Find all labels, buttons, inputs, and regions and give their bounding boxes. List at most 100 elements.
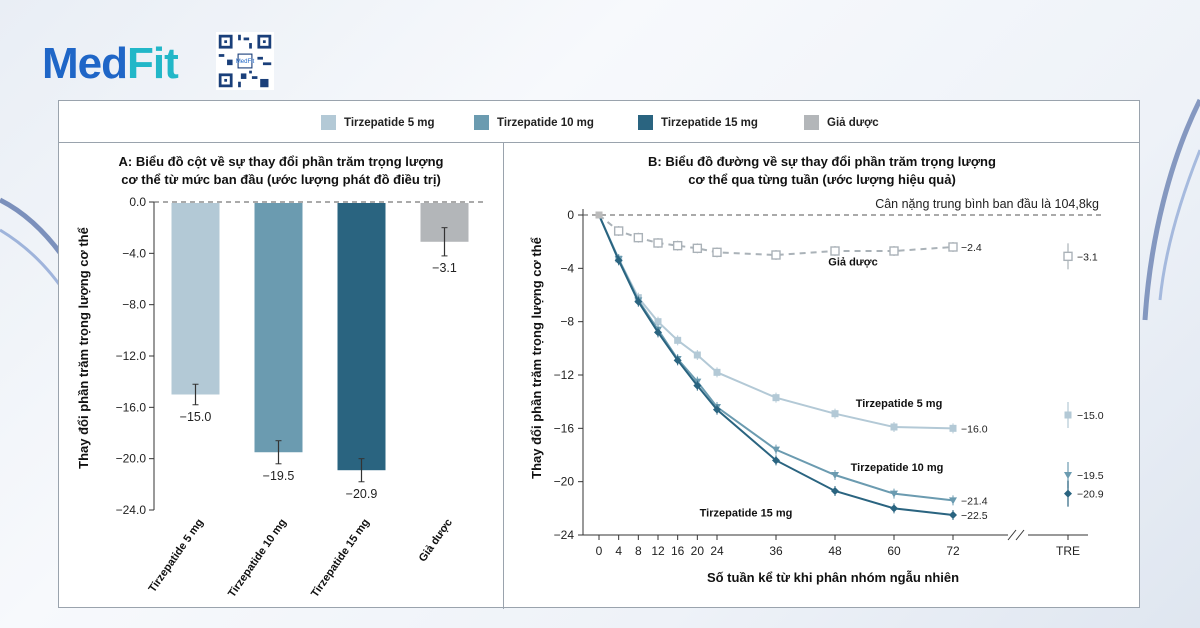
bar-value-label: −19.5: [263, 469, 295, 483]
series-name-label: Tirzepatide 10 mg: [851, 462, 944, 474]
legend-item-t10: Tirzepatide 10 mg: [474, 115, 594, 130]
axis-break-mark: [1015, 529, 1025, 541]
line-chart-xtick-label: 16: [671, 544, 685, 558]
line-point: [712, 247, 722, 258]
line-point: [1064, 489, 1072, 498]
medfit-logo: MedFit: [42, 32, 179, 96]
line-chart-xtick-label: 4: [615, 544, 622, 558]
legend-swatch-t15: [638, 115, 653, 130]
logo-text: MedFit: [42, 39, 179, 88]
bar: [337, 203, 386, 471]
series-name-label: Tirzepatide 15 mg: [700, 507, 793, 519]
line-point: [692, 243, 703, 254]
line-chart-ytick-label: −24: [554, 528, 575, 542]
tre-value-label: −3.1: [1077, 251, 1098, 263]
bar-chart-ytick-label: −12.0: [116, 349, 147, 363]
line-chart: Thay đổi phần trăm trọng lượng cơ thể Câ…: [529, 197, 1104, 585]
line-point: [713, 368, 721, 376]
line-chart-xtick-label: 72: [946, 544, 960, 558]
line-point: [890, 504, 898, 513]
line-point: [948, 242, 958, 252]
line-point: [831, 487, 839, 495]
line-point: [1064, 472, 1072, 479]
line-point: [1064, 411, 1072, 419]
legend-swatch-t5: [321, 115, 336, 130]
line-chart-xtick-label: 8: [635, 544, 642, 558]
series-end-label: −22.5: [961, 510, 988, 522]
series-end-label: −21.4: [961, 495, 988, 507]
bar-chart-title: A: Biểu đồ cột về sự thay đổi phần trăm …: [118, 154, 444, 187]
bar-chart-ytick-label: −16.0: [116, 400, 147, 414]
line-chart-xtick-label: 24: [710, 544, 724, 558]
series-name-label: Giả dược: [828, 257, 877, 269]
line-point: [674, 336, 682, 344]
line-chart-ylabel: Thay đổi phần trăm trọng lượng cơ thể: [529, 237, 544, 479]
legend-swatch-placebo: [804, 115, 819, 130]
series-end-label: −2.4: [961, 242, 982, 254]
bar-category-label: Tirzepatide 5 mg: [146, 517, 206, 595]
line-chart-xtick-label: 12: [651, 544, 665, 558]
line-point: [949, 424, 957, 432]
line-chart-xtick-label: 60: [887, 544, 901, 558]
line-point: [889, 246, 899, 256]
axis-break-mark: [1007, 529, 1017, 541]
legend-item-t5: Tirzepatide 5 mg: [321, 115, 435, 130]
line-point: [949, 511, 957, 519]
line-chart-xtick-label: 0: [596, 544, 603, 558]
bar-chart-ylabel: Thay đổi phần trăm trọng lượng cơ thể: [76, 227, 91, 469]
line-chart-note: Cân nặng trung bình ban đầu là 104,8kg: [875, 197, 1099, 211]
line-chart-ytick-label: 0: [567, 208, 574, 222]
line-chart-xtick-label: 36: [769, 544, 783, 558]
qr-code-icon: MedFit: [216, 32, 274, 90]
line-point: [693, 351, 701, 359]
bar-category-label: Tirzepatide 10 mg: [226, 517, 289, 600]
line-point: [654, 328, 662, 337]
line-point: [672, 240, 683, 251]
bar-category-label: Tirzepatide 15 mg: [309, 517, 372, 600]
line-point: [830, 246, 840, 256]
line-point: [831, 472, 839, 479]
series-name-label: Tirzepatide 5 mg: [856, 398, 943, 410]
line-point: [693, 381, 702, 390]
line-chart-ytick-label: −12: [554, 368, 575, 382]
tre-value-label: −19.5: [1077, 470, 1104, 482]
bar-category-label: Giả dược: [417, 517, 455, 564]
legend-swatch-t10: [474, 115, 489, 130]
series-line: [598, 214, 954, 257]
legend: Tirzepatide 5 mg Tirzepatide 10 mg Tirze…: [59, 101, 1139, 143]
line-chart-ytick-label: −8: [560, 315, 574, 329]
bar-chart-ytick-label: −24.0: [116, 503, 147, 517]
bar-value-label: −3.1: [432, 261, 457, 275]
legend-item-t15: Tirzepatide 15 mg: [638, 115, 758, 130]
line-point: [673, 356, 682, 365]
line-point: [771, 250, 781, 260]
line-point: [633, 232, 644, 243]
line-point: [634, 297, 643, 306]
line-point: [831, 410, 839, 418]
legend-item-placebo: Giả dược: [804, 115, 879, 130]
line-chart-xtick-label: 20: [691, 544, 705, 558]
tre-value-label: −15.0: [1077, 410, 1104, 422]
line-point: [653, 238, 663, 248]
bar: [171, 203, 220, 395]
line-chart-xtick-label: 48: [828, 544, 842, 558]
line-chart-ytick-label: −20: [554, 475, 575, 489]
bar: [254, 203, 303, 453]
line-chart-xlabel: Số tuần kể từ khi phân nhóm ngẫu nhiên: [707, 570, 959, 585]
line-point: [1063, 251, 1073, 262]
bar-chart: Thay đổi phần trăm trọng lượng cơ thể 0.…: [76, 195, 486, 600]
bar-value-label: −15.0: [180, 410, 212, 424]
chart-panel: Tirzepatide 5 mg Tirzepatide 10 mg Tirze…: [58, 100, 1140, 609]
series-end-label: −16.0: [961, 423, 988, 435]
line-point: [613, 226, 624, 236]
line-chart-xtick-label-tre: TRE: [1056, 544, 1080, 558]
line-point: [890, 423, 898, 431]
bar-chart-ytick-label: −4.0: [122, 246, 146, 260]
bar-chart-ytick-label: −8.0: [122, 298, 146, 312]
line-chart-title: B: Biểu đồ đường về sự thay đổi phần tră…: [648, 154, 996, 187]
line-point: [614, 256, 623, 265]
line-point: [772, 446, 780, 454]
line-chart-ytick-label: −4: [560, 261, 574, 275]
line-point: [772, 456, 780, 465]
svg-text:MedFit: MedFit: [236, 59, 255, 65]
